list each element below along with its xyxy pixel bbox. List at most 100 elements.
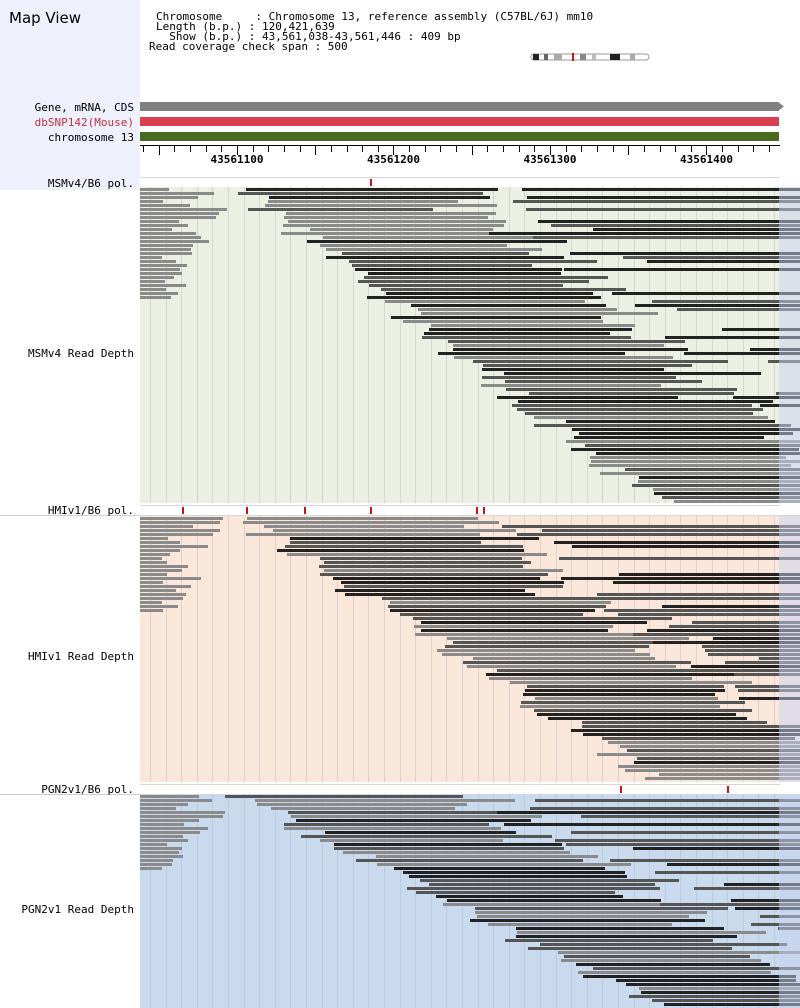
grid-line xyxy=(415,516,417,782)
scroll-edge xyxy=(779,516,800,782)
sequence-read xyxy=(518,400,773,403)
sequence-read xyxy=(364,276,608,279)
grid-line xyxy=(150,516,151,782)
ruler-tick xyxy=(596,146,598,152)
snp-marker[interactable] xyxy=(476,507,479,514)
grid-line xyxy=(696,187,697,503)
pol-strip-hmiv1[interactable] xyxy=(140,505,780,516)
ruler-tick xyxy=(722,146,724,152)
sequence-read xyxy=(618,573,800,576)
sequence-read xyxy=(505,388,737,391)
sequence-read xyxy=(140,264,187,267)
grid-line xyxy=(196,187,198,503)
track-bar-gene[interactable] xyxy=(140,102,779,111)
sequence-read xyxy=(646,629,800,632)
sequence-read xyxy=(617,765,800,768)
sequence-read xyxy=(516,408,763,411)
ruler-tick xyxy=(690,146,692,152)
snp-marker[interactable] xyxy=(482,507,485,514)
sequence-read xyxy=(290,815,542,818)
grid-line xyxy=(352,516,354,782)
sequence-read xyxy=(553,541,800,544)
chromosome-ideogram-icon[interactable] xyxy=(530,53,650,61)
grid-line xyxy=(150,794,151,1008)
snp-marker[interactable] xyxy=(304,507,307,514)
track-label-gene: Gene, mRNA, CDS xyxy=(34,101,134,114)
grid-line xyxy=(696,794,697,1008)
snp-marker[interactable] xyxy=(726,786,729,793)
grid-line xyxy=(306,794,307,1008)
snp-marker[interactable] xyxy=(620,786,623,793)
sequence-read xyxy=(588,464,792,467)
snp-marker[interactable] xyxy=(182,507,185,514)
sequence-read xyxy=(676,308,800,311)
grid-line xyxy=(321,187,323,503)
sequence-read xyxy=(320,557,522,560)
sequence-read xyxy=(739,697,800,700)
sequence-read xyxy=(639,987,800,990)
snp-marker[interactable] xyxy=(370,179,373,186)
sequence-read xyxy=(638,480,800,483)
sequence-read xyxy=(416,891,616,894)
sequence-read xyxy=(516,935,738,938)
pol-label-hmiv1: HMIv1/B6 pol. xyxy=(47,504,134,517)
sequence-read xyxy=(474,907,728,910)
sequence-read xyxy=(407,887,661,890)
grid-line xyxy=(259,516,261,782)
sequence-read xyxy=(140,863,172,866)
sequence-read xyxy=(281,232,498,235)
sequence-read xyxy=(661,496,800,499)
sequence-read xyxy=(540,943,788,946)
sequence-read xyxy=(284,823,489,826)
sequence-read xyxy=(750,348,800,351)
sequence-read xyxy=(140,200,164,203)
sequence-read xyxy=(410,304,607,307)
sequence-read xyxy=(418,308,617,311)
grid-line xyxy=(711,187,713,503)
sequence-read xyxy=(600,472,800,475)
sequence-read xyxy=(140,605,178,608)
sequence-read xyxy=(583,733,800,736)
grid-line xyxy=(306,516,307,782)
sequence-read xyxy=(447,899,661,902)
ruler-tick xyxy=(487,146,489,152)
sequence-read xyxy=(712,637,800,640)
grid-line xyxy=(368,794,370,1008)
sequence-read xyxy=(453,348,688,351)
sequence-read xyxy=(622,256,800,259)
sequence-read xyxy=(668,625,800,628)
sequence-read xyxy=(140,208,227,211)
info-show-range: Show (b.p.) : 43,561,038-43,561,446 : 40… xyxy=(156,30,461,43)
read-depth-pgn2v1[interactable] xyxy=(140,794,800,1008)
sequence-read xyxy=(592,967,800,970)
sequence-read xyxy=(580,815,800,818)
snp-marker[interactable] xyxy=(246,507,249,514)
read-depth-msmv4[interactable] xyxy=(140,187,800,503)
sequence-read xyxy=(708,653,800,656)
sequence-read xyxy=(140,188,170,191)
sequence-read xyxy=(572,545,800,548)
ruler-tick xyxy=(283,146,285,152)
read-depth-hmiv1[interactable] xyxy=(140,516,800,782)
sequence-read xyxy=(570,448,800,451)
ruler-tick xyxy=(518,146,520,152)
ruler-tick xyxy=(659,146,661,152)
ruler-tick xyxy=(158,146,160,155)
sequence-read xyxy=(447,340,686,343)
sequence-read xyxy=(140,553,170,556)
track-bar-dbsnp[interactable] xyxy=(140,117,779,126)
sequence-read xyxy=(284,216,489,219)
track-bar-chromosome[interactable] xyxy=(140,132,779,141)
sequence-read xyxy=(390,609,596,612)
sequence-read xyxy=(701,645,800,648)
sequence-read xyxy=(437,649,635,652)
grid-line xyxy=(680,187,682,503)
grid-line xyxy=(243,794,245,1008)
sequence-read xyxy=(704,649,800,652)
snp-marker[interactable] xyxy=(370,507,373,514)
ruler-tick xyxy=(268,146,270,152)
grid-line xyxy=(446,187,448,503)
grid-line xyxy=(711,794,713,1008)
grid-line xyxy=(196,516,198,782)
sequence-read xyxy=(596,452,800,455)
